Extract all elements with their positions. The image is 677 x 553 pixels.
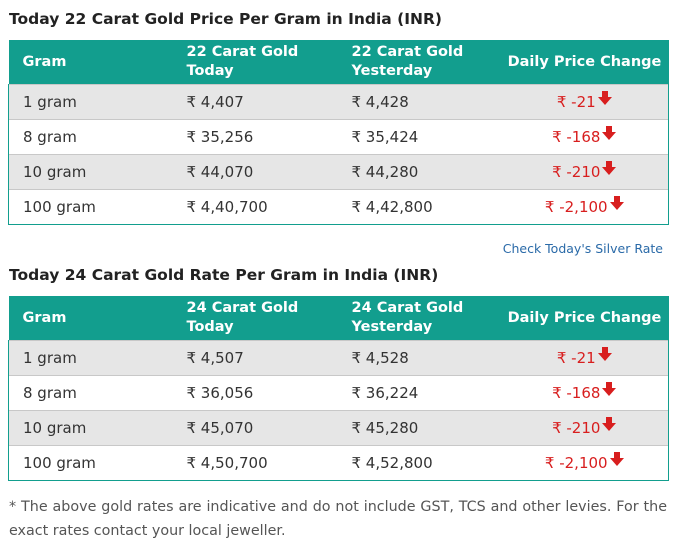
cell-today: ₹ 36,056 [172,375,338,411]
down-arrow-icon [602,125,617,140]
disclaimer-note: * The above gold rates are indicative an… [9,499,667,539]
header-today: 24 Carat Gold Today [172,296,338,341]
cell-today: ₹ 44,070 [172,154,338,190]
cell-today: ₹ 4,407 [172,84,338,120]
table-row: 100 gram ₹ 4,40,700 ₹ 4,42,800 ₹ -2,100 [8,189,669,225]
down-arrow-icon [597,90,612,105]
down-arrow-icon [602,160,617,175]
down-arrow-icon [609,195,624,210]
change-value: ₹ -210 [552,419,601,437]
down-arrow-icon [602,381,617,396]
header-today: 22 Carat Gold Today [172,40,338,85]
down-arrow-icon [609,451,624,466]
cell-yesterday: ₹ 36,224 [337,375,501,411]
cell-change: ₹ -210 [500,410,669,446]
down-arrow-icon [597,346,612,361]
cell-gram: 8 gram [8,375,173,411]
cell-change: ₹ -210 [500,154,669,190]
header-yesterday: 24 Carat Gold Yesterday [337,296,501,341]
table-row: 8 gram ₹ 36,056 ₹ 36,224 ₹ -168 [8,375,669,411]
table-row: 8 gram ₹ 35,256 ₹ 35,424 ₹ -168 [8,119,669,155]
header-yesterday: 22 Carat Gold Yesterday [337,40,501,85]
cell-change: ₹ -2,100 [500,445,669,481]
change-value: ₹ -21 [556,349,596,367]
change-value: ₹ -168 [552,128,601,146]
header-gram: Gram [8,296,173,341]
header-change: Daily Price Change [500,40,669,85]
cell-yesterday: ₹ 4,52,800 [337,445,501,481]
change-value: ₹ -2,100 [544,198,608,216]
cell-yesterday: ₹ 45,280 [337,410,501,446]
table-title-22-carat: Today 22 Carat Gold Price Per Gram in In… [9,10,442,28]
cell-gram: 100 gram [8,445,173,481]
cell-yesterday: ₹ 44,280 [337,154,501,190]
silver-rate-link[interactable]: Check Today's Silver Rate [502,241,663,256]
cell-today: ₹ 4,50,700 [172,445,338,481]
cell-yesterday: ₹ 4,42,800 [337,189,501,225]
table-row: 100 gram ₹ 4,50,700 ₹ 4,52,800 ₹ -2,100 [8,445,669,481]
cell-gram: 10 gram [8,410,173,446]
cell-change: ₹ -21 [500,84,669,120]
cell-gram: 10 gram [8,154,173,190]
table-header-row: Gram 24 Carat Gold Today 24 Carat Gold Y… [8,296,669,341]
table-row: 10 gram ₹ 45,070 ₹ 45,280 ₹ -210 [8,410,669,446]
cell-gram: 1 gram [8,340,173,376]
gold-24-carat-table: Gram 24 Carat Gold Today 24 Carat Gold Y… [8,296,669,481]
change-value: ₹ -168 [552,384,601,402]
cell-change: ₹ -168 [500,375,669,411]
cell-gram: 100 gram [8,189,173,225]
gold-22-carat-table: Gram 22 Carat Gold Today 22 Carat Gold Y… [8,40,669,225]
table-header-row: Gram 22 Carat Gold Today 22 Carat Gold Y… [8,40,669,85]
cell-gram: 8 gram [8,119,173,155]
change-value: ₹ -21 [556,93,596,111]
table-row: 1 gram ₹ 4,507 ₹ 4,528 ₹ -21 [8,340,669,376]
down-arrow-icon [602,416,617,431]
change-value: ₹ -2,100 [544,454,608,472]
cell-yesterday: ₹ 4,428 [337,84,501,120]
table-title-24-carat: Today 24 Carat Gold Rate Per Gram in Ind… [9,266,439,284]
table-row: 1 gram ₹ 4,407 ₹ 4,428 ₹ -21 [8,84,669,120]
header-gram: Gram [8,40,173,85]
cell-change: ₹ -21 [500,340,669,376]
table-row: 10 gram ₹ 44,070 ₹ 44,280 ₹ -210 [8,154,669,190]
cell-change: ₹ -168 [500,119,669,155]
cell-gram: 1 gram [8,84,173,120]
cell-yesterday: ₹ 35,424 [337,119,501,155]
change-value: ₹ -210 [552,163,601,181]
cell-change: ₹ -2,100 [500,189,669,225]
cell-today: ₹ 35,256 [172,119,338,155]
cell-today: ₹ 4,40,700 [172,189,338,225]
cell-yesterday: ₹ 4,528 [337,340,501,376]
header-change: Daily Price Change [500,296,669,341]
cell-today: ₹ 4,507 [172,340,338,376]
cell-today: ₹ 45,070 [172,410,338,446]
